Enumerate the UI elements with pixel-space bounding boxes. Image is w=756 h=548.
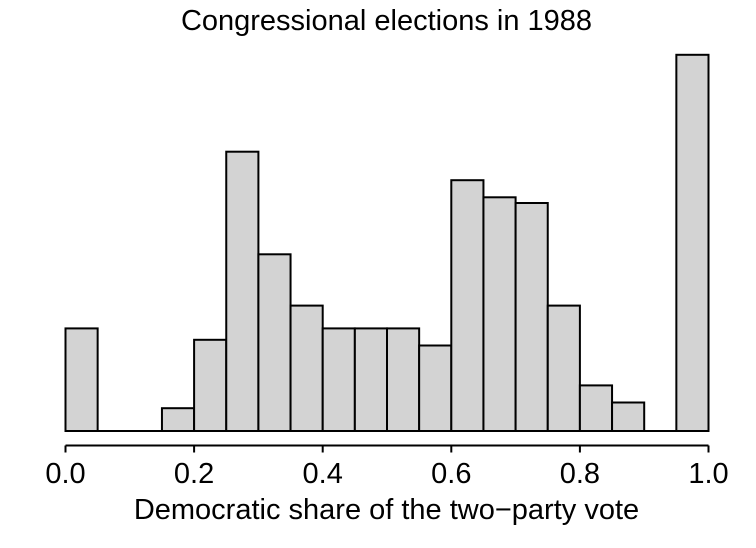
histogram-bar	[675, 53, 710, 433]
x-tick-label: 0.0	[45, 458, 86, 490]
histogram-bar	[611, 401, 646, 432]
x-tick-label: 0.2	[173, 458, 215, 490]
histogram-bar	[386, 327, 421, 432]
histogram-bar	[160, 407, 196, 433]
x-axis-label: Democratic share of the two−party vote	[133, 494, 640, 526]
histogram-bar	[321, 327, 356, 432]
x-tick-label: 0.6	[431, 458, 472, 490]
x-axis	[64, 444, 710, 453]
histogram-bar	[225, 150, 260, 432]
histogram-bar	[64, 327, 99, 432]
x-tick-label: 0.8	[559, 458, 601, 490]
histogram-bar	[193, 338, 228, 432]
histogram-bar	[257, 253, 292, 432]
histogram-bar	[450, 179, 485, 432]
x-tick-label: 0.4	[302, 458, 343, 490]
histogram-bar	[289, 304, 324, 433]
histogram-bar	[514, 202, 549, 432]
x-tick-label: 1.0	[688, 458, 729, 490]
histogram-bar	[353, 327, 389, 432]
histogram-bar	[546, 304, 581, 433]
chart-title: Congressional elections in 1988	[180, 5, 593, 37]
bars-group	[64, 53, 710, 433]
histogram-bar	[418, 344, 453, 432]
histogram-bar	[578, 384, 614, 432]
histogram-bar	[482, 196, 517, 432]
